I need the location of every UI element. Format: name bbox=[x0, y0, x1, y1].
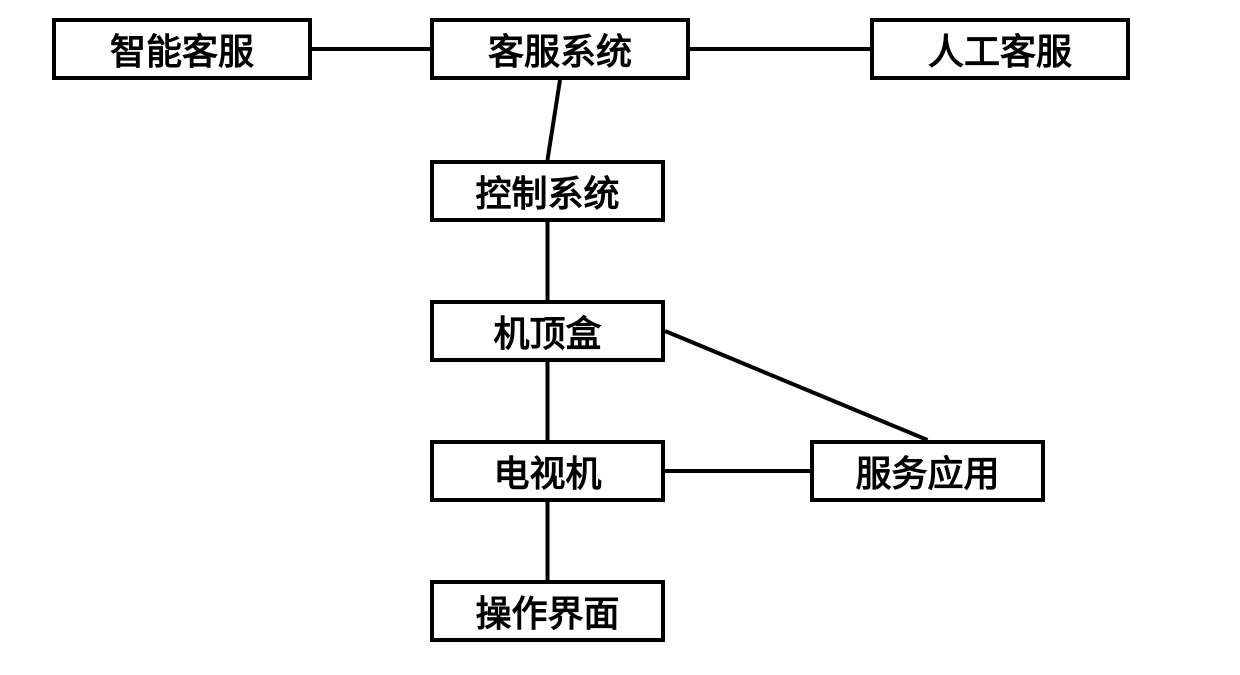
diagram-canvas: 智能客服 客服系统 人工客服 控制系统 机顶盒 电视机 服务应用 操作界面 bbox=[0, 0, 1240, 675]
node-tv: 电视机 bbox=[430, 440, 665, 502]
node-ui: 操作界面 bbox=[430, 580, 665, 642]
node-label: 客服系统 bbox=[488, 23, 632, 75]
node-label: 人工客服 bbox=[928, 23, 1072, 75]
node-label: 操作界面 bbox=[475, 585, 619, 637]
node-cs-system: 客服系统 bbox=[430, 18, 690, 80]
node-control: 控制系统 bbox=[430, 160, 665, 222]
node-label: 电视机 bbox=[493, 445, 601, 497]
node-service: 服务应用 bbox=[810, 440, 1045, 502]
node-label: 智能客服 bbox=[110, 23, 254, 75]
node-label: 机顶盒 bbox=[493, 305, 601, 357]
node-stb: 机顶盒 bbox=[430, 300, 665, 362]
node-human-cs: 人工客服 bbox=[870, 18, 1130, 80]
node-smart-cs: 智能客服 bbox=[52, 18, 312, 80]
node-label: 服务应用 bbox=[855, 445, 999, 497]
node-label: 控制系统 bbox=[475, 165, 619, 217]
